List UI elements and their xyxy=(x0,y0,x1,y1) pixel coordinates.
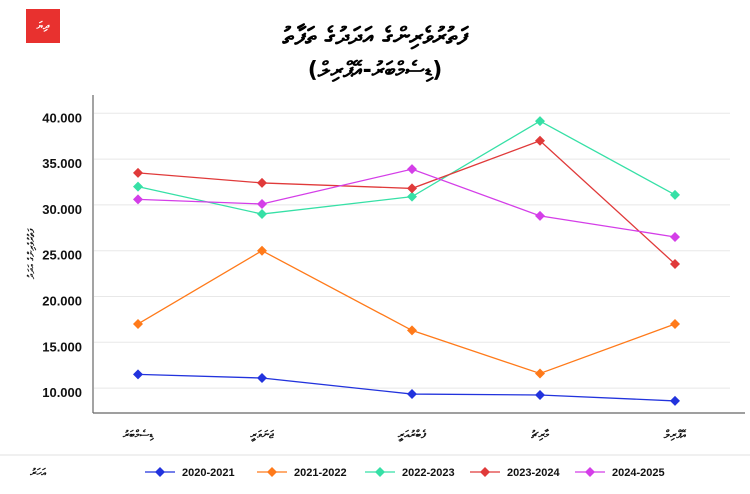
y-axis-label: ފަތުރުވެރިންގެ އަދަދު xyxy=(26,227,37,280)
legend-label: 2020-2021 xyxy=(182,467,235,479)
data-point xyxy=(133,167,143,178)
data-point xyxy=(535,389,545,400)
series-2020-2021 xyxy=(133,369,680,406)
legend-marker xyxy=(375,467,385,477)
data-point xyxy=(535,135,545,146)
x-tick-label: މާރިޗު xyxy=(530,428,550,442)
data-point xyxy=(535,116,545,127)
data-point xyxy=(407,164,417,175)
data-point xyxy=(257,177,267,188)
chart-subtitle: (ޑިސެމްބަރު-އޭޕްރިލް) xyxy=(307,58,443,83)
legend-item[interactable]: 2020-2021 xyxy=(145,467,235,479)
x-tick-label: ޖަނަވަރީ xyxy=(249,428,274,443)
data-point xyxy=(407,191,417,202)
legend-marker xyxy=(267,467,277,477)
data-point xyxy=(535,210,545,221)
series-2023-2024 xyxy=(133,135,680,269)
data-point xyxy=(133,369,143,380)
legend-marker xyxy=(585,467,595,477)
data-point xyxy=(407,183,417,194)
data-point xyxy=(670,189,680,200)
data-point xyxy=(670,258,680,269)
data-point xyxy=(407,389,417,400)
legend-label: 2023-2024 xyxy=(507,467,560,479)
y-tick-label: 10.000 xyxy=(42,385,82,400)
y-tick-label: 15.000 xyxy=(42,339,82,354)
data-point xyxy=(133,181,143,192)
legend-marker xyxy=(155,467,165,477)
legend-label: 2021-2022 xyxy=(294,467,347,479)
data-point xyxy=(133,318,143,329)
data-point xyxy=(407,325,417,336)
y-tick-label: 20.000 xyxy=(42,294,82,309)
x-tick-label: ފެބްރުއަރީ xyxy=(397,428,427,443)
legend: 2020-2021 2021-2022 2022-2023 2023-2024 2024… xyxy=(145,467,665,479)
y-tick-label: 35.000 xyxy=(42,156,82,171)
legend-item[interactable]: 2021-2022 xyxy=(257,467,347,479)
chart-title: ފަތުރުވެރިންގެ އަދަދުގެ ތަފާތު xyxy=(282,22,468,50)
series-2022-2023 xyxy=(133,116,680,220)
series-2024-2025 xyxy=(133,164,680,242)
series-lines xyxy=(133,116,680,406)
data-point xyxy=(257,209,267,220)
data-point xyxy=(535,368,545,379)
legend-label: 2022-2023 xyxy=(402,467,455,479)
logo: ދިޔަ xyxy=(26,9,60,43)
y-tick-label: 40.000 xyxy=(42,110,82,125)
legend-item[interactable]: 2023-2024 xyxy=(470,467,560,479)
series-line xyxy=(137,120,676,215)
y-tick-label: 25.000 xyxy=(42,248,82,263)
y-tick-labels: 10.000 15.000 20.000 25.000 30.000 35.000 40.0… xyxy=(42,110,82,400)
y-tick-label: 30.000 xyxy=(42,202,82,217)
data-point xyxy=(670,318,680,329)
data-point xyxy=(670,231,680,242)
data-point xyxy=(257,198,267,209)
x-tick-label: އޭޕްރިލް xyxy=(663,428,687,442)
data-point xyxy=(257,373,267,384)
series-line xyxy=(137,249,676,375)
legend-item[interactable]: 2024-2025 xyxy=(575,467,665,479)
legend-marker xyxy=(480,467,490,477)
series-2021-2022 xyxy=(133,245,680,379)
gridlines xyxy=(94,112,730,389)
data-point xyxy=(133,194,143,205)
legend-item[interactable]: 2022-2023 xyxy=(365,467,455,479)
data-point xyxy=(670,395,680,406)
x-tick-labels: ޑިސެމްބަރު ޖަނަވަރީ ފެބްރުއަރީ މާރިޗު އޭޕްރި… xyxy=(122,428,687,443)
legend-label: 2024-2025 xyxy=(612,467,665,479)
x-tick-label: ޑިސެމްބަރު xyxy=(122,428,154,442)
legend-title: އަހަރު xyxy=(29,466,47,479)
data-point xyxy=(257,245,267,256)
